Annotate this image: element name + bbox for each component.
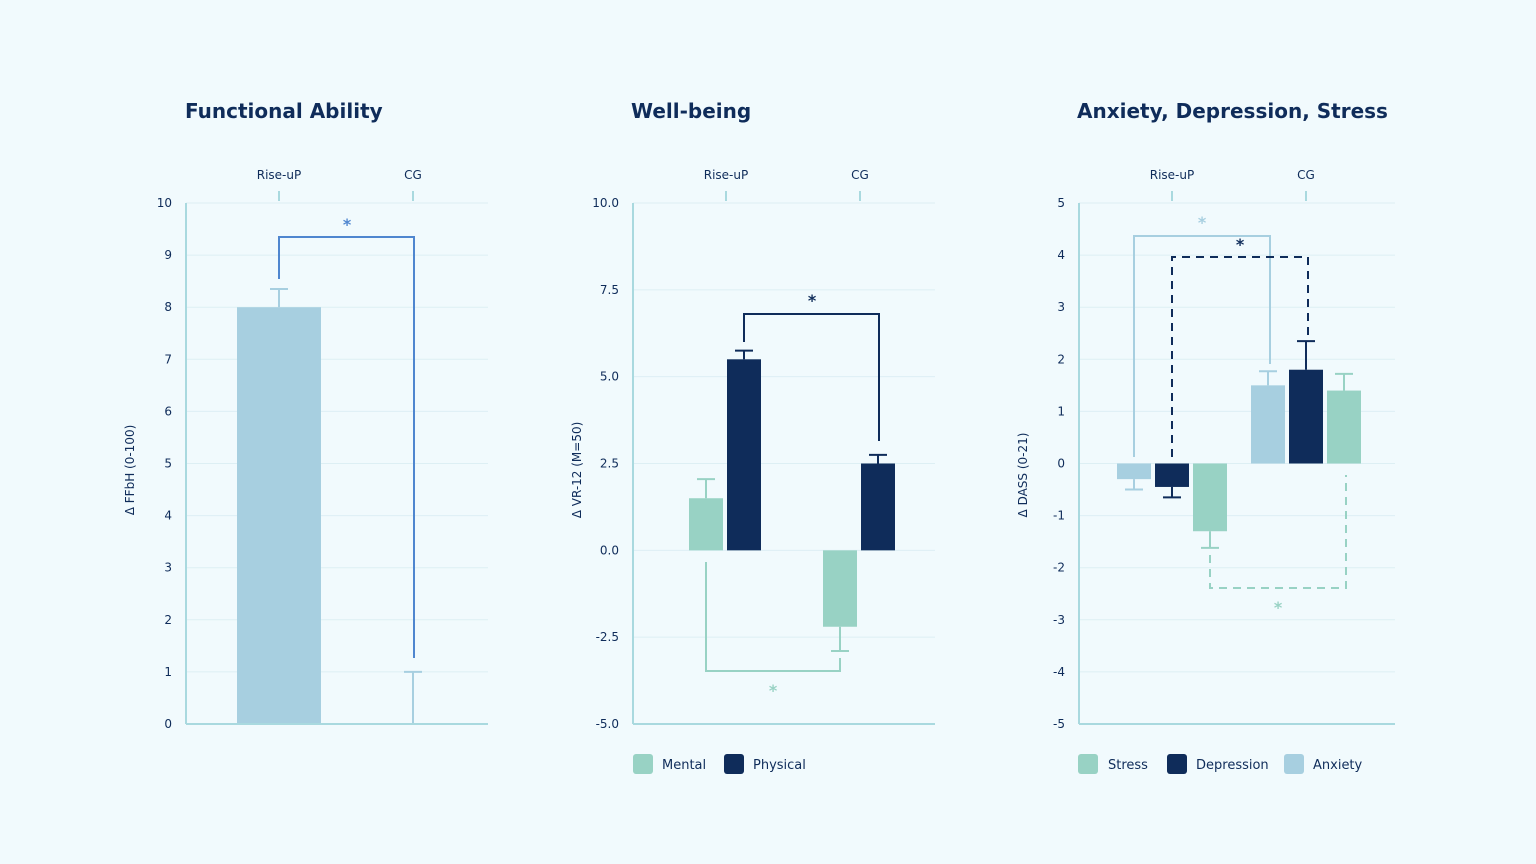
significance-bracket-stress [1209,475,1347,589]
panel-well-being: Well-being 10.0 7.5 5.0 2.5 0.0 -2.5 -5.0 Rise… [570,99,935,774]
y-tick-label: -2 [1053,561,1065,575]
bar-anxiety-cg [1251,385,1285,464]
significance-star-depression: * [1236,235,1245,254]
legend-swatch-stress [1078,754,1098,774]
significance-bracket-physical [743,313,880,441]
legend-swatch-mental [633,754,653,774]
group-label-cg: CG [851,168,869,182]
significance-star-mental: * [769,681,778,700]
y-tick-label: -5 [1053,717,1065,731]
y-tick-label: 4 [164,509,172,523]
bars [689,349,895,653]
legend: Stress Depression Anxiety [1078,754,1363,774]
y-tick-label: 4 [1057,248,1065,262]
significance-star-stress: * [1274,598,1283,617]
legend-swatch-physical [724,754,744,774]
bar-depression-rise-up [1155,463,1189,487]
y-tick-label: 1 [1057,404,1065,418]
y-tick-label: 7 [164,352,172,366]
y-tick-label: 2 [1057,352,1065,366]
y-tick-label: 10 [157,196,172,210]
significance-bracket-mental [705,562,841,672]
bars [1117,340,1361,549]
chart-title: Well-being [631,99,751,123]
significance-star-anxiety: * [1198,213,1207,232]
y-axis-label: Δ FFbH (0-100) [123,425,137,516]
y-axis-label: Δ DASS (0-21) [1016,433,1030,518]
legend-label-depression: Depression [1196,758,1269,773]
significance-star-physical: * [808,291,817,310]
y-tick-label: 0.0 [600,543,619,557]
y-tick-label: 2 [164,613,172,627]
bars [237,287,422,724]
significance-star: * [343,215,352,234]
bar-stress-rise-up [1193,463,1227,532]
y-tick-label: -4 [1053,665,1065,679]
y-tick-label: 9 [164,248,172,262]
bar-stress-cg [1327,390,1361,464]
y-tick-label: 5 [164,457,172,471]
bar-value-rise-up [237,307,321,724]
bar-mental-rise-up [689,498,723,551]
legend-label-physical: Physical [753,758,806,773]
group-label-cg: CG [404,168,422,182]
gridlines [186,202,488,725]
bar-mental-cg [823,550,857,627]
y-tick-label: 3 [1057,300,1065,314]
group-label-cg: CG [1297,168,1315,182]
y-tick-label: 5 [1057,196,1065,210]
y-tick-label: -2.5 [596,630,619,644]
y-tick-label: -5.0 [596,717,619,731]
y-tick-label: 1 [164,665,172,679]
y-tick-label: 5.0 [600,370,619,384]
y-tick-label: -3 [1053,613,1065,627]
significance-bracket-depression [1171,256,1309,457]
bar-depression-cg [1289,369,1323,464]
significance-bracket [278,236,415,658]
legend: Mental Physical [633,754,806,774]
y-tick-labels: 10.0 7.5 5.0 2.5 0.0 -2.5 -5.0 [592,196,619,731]
y-tick-label: 0 [1057,457,1065,471]
y-tick-label: 0 [164,717,172,731]
significance-bracket-anxiety [1133,235,1271,457]
group-label-rise-up: Rise-uP [257,168,301,182]
legend-swatch-depression [1167,754,1187,774]
y-tick-label: 2.5 [600,457,619,471]
chart-title: Functional Ability [185,99,383,123]
bar-physical-cg [861,463,895,551]
legend-label-stress: Stress [1108,758,1148,773]
y-tick-label: 7.5 [600,283,619,297]
legend-swatch-anxiety [1284,754,1304,774]
y-tick-labels: 5 4 3 2 1 0 -1 -2 -3 -4 -5 [1053,196,1065,731]
y-tick-label: 6 [164,404,172,418]
group-label-rise-up: Rise-uP [1150,168,1194,182]
y-tick-label: 3 [164,561,172,575]
y-tick-label: -1 [1053,509,1065,523]
y-tick-label: 10.0 [592,196,619,210]
bar-anxiety-rise-up [1117,463,1151,480]
y-axis-label: Δ VR-12 (M=50) [570,422,584,519]
bar-physical-rise-up [727,359,761,551]
legend-label-mental: Mental [662,758,706,773]
group-label-rise-up: Rise-uP [704,168,748,182]
panel-anxiety-depression-stress: Anxiety, Depression, Stress 5 4 3 2 1 0 -1 -2 -3… [1016,99,1395,774]
y-tick-label: 8 [164,300,172,314]
chart-title: Anxiety, Depression, Stress [1077,99,1388,123]
legend-label-anxiety: Anxiety [1313,758,1363,773]
